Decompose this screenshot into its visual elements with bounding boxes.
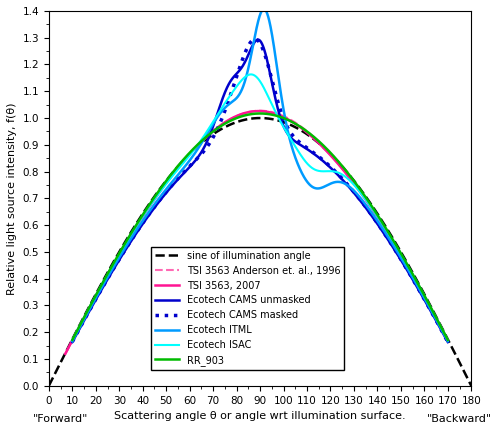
- RR_903: [428, 306, 434, 311]
- Line: Ecotech CAMS unmasked: Ecotech CAMS unmasked: [72, 40, 448, 342]
- sine of illumination angle: [309, 135, 315, 140]
- Ecotech CAMS masked: [308, 149, 314, 154]
- TSI 3563, 2007: [428, 306, 434, 311]
- Ecotech ITML: [428, 308, 434, 313]
- sine of illumination angle: [302, 130, 308, 135]
- Ecotech CAMS masked: [428, 309, 434, 314]
- Text: "Backward": "Backward": [427, 414, 492, 424]
- Ecotech ITML: [136, 223, 142, 229]
- TSI 3563, 2007: [301, 128, 307, 133]
- Line: TSI 3563, 2007: TSI 3563, 2007: [66, 111, 448, 354]
- Line: sine of illumination angle: sine of illumination angle: [49, 118, 472, 386]
- Legend: sine of illumination angle, TSI 3563 Anderson et. al., 1996, TSI 3563, 2007, Eco: sine of illumination angle, TSI 3563 And…: [150, 247, 344, 370]
- TSI 3563, 2007: [164, 179, 170, 184]
- RR_903: [136, 217, 142, 223]
- Ecotech ISAC: [301, 158, 307, 163]
- Ecotech CAMS unmasked: [308, 150, 314, 155]
- sine of illumination angle: [136, 216, 142, 221]
- sine of illumination angle: [164, 177, 170, 182]
- X-axis label: Scattering angle θ or angle wrt illumination surface.: Scattering angle θ or angle wrt illumina…: [114, 411, 406, 421]
- Ecotech ISAC: [164, 181, 170, 186]
- Ecotech CAMS masked: [136, 226, 142, 231]
- TSI 3563 Anderson et. al., 1996: [308, 133, 314, 138]
- Ecotech ITML: [308, 184, 314, 189]
- Ecotech ISAC: [136, 219, 142, 224]
- Ecotech CAMS unmasked: [136, 226, 142, 231]
- Ecotech ITML: [164, 186, 170, 191]
- Ecotech CAMS masked: [164, 189, 170, 194]
- Ecotech CAMS masked: [301, 143, 307, 149]
- RR_903: [164, 178, 170, 183]
- Line: Ecotech CAMS masked: Ecotech CAMS masked: [72, 39, 448, 342]
- Text: "Forward": "Forward": [33, 414, 88, 424]
- Line: Ecotech ISAC: Ecotech ISAC: [72, 74, 448, 340]
- Y-axis label: Relative light source intensity, f(θ): Relative light source intensity, f(θ): [7, 102, 17, 294]
- sine of illumination angle: [257, 116, 263, 121]
- TSI 3563, 2007: [136, 219, 142, 224]
- Ecotech ISAC: [428, 306, 434, 311]
- Line: TSI 3563 Anderson et. al., 1996: TSI 3563 Anderson et. al., 1996: [66, 111, 448, 354]
- sine of illumination angle: [468, 383, 474, 388]
- Line: RR_903: RR_903: [72, 113, 448, 340]
- sine of illumination angle: [468, 383, 474, 388]
- TSI 3563 Anderson et. al., 1996: [136, 220, 142, 225]
- TSI 3563 Anderson et. al., 1996: [428, 306, 434, 312]
- Ecotech CAMS unmasked: [301, 145, 307, 150]
- sine of illumination angle: [46, 383, 52, 388]
- RR_903: [301, 127, 307, 132]
- Ecotech ITML: [301, 175, 307, 180]
- RR_903: [308, 133, 314, 138]
- TSI 3563, 2007: [308, 134, 314, 139]
- Ecotech CAMS unmasked: [164, 190, 170, 195]
- Line: Ecotech ITML: Ecotech ITML: [72, 9, 448, 341]
- sine of illumination angle: [428, 305, 434, 310]
- Ecotech CAMS unmasked: [428, 309, 434, 314]
- Ecotech ISAC: [308, 165, 314, 170]
- TSI 3563 Anderson et. al., 1996: [164, 180, 170, 185]
- TSI 3563 Anderson et. al., 1996: [301, 126, 307, 131]
